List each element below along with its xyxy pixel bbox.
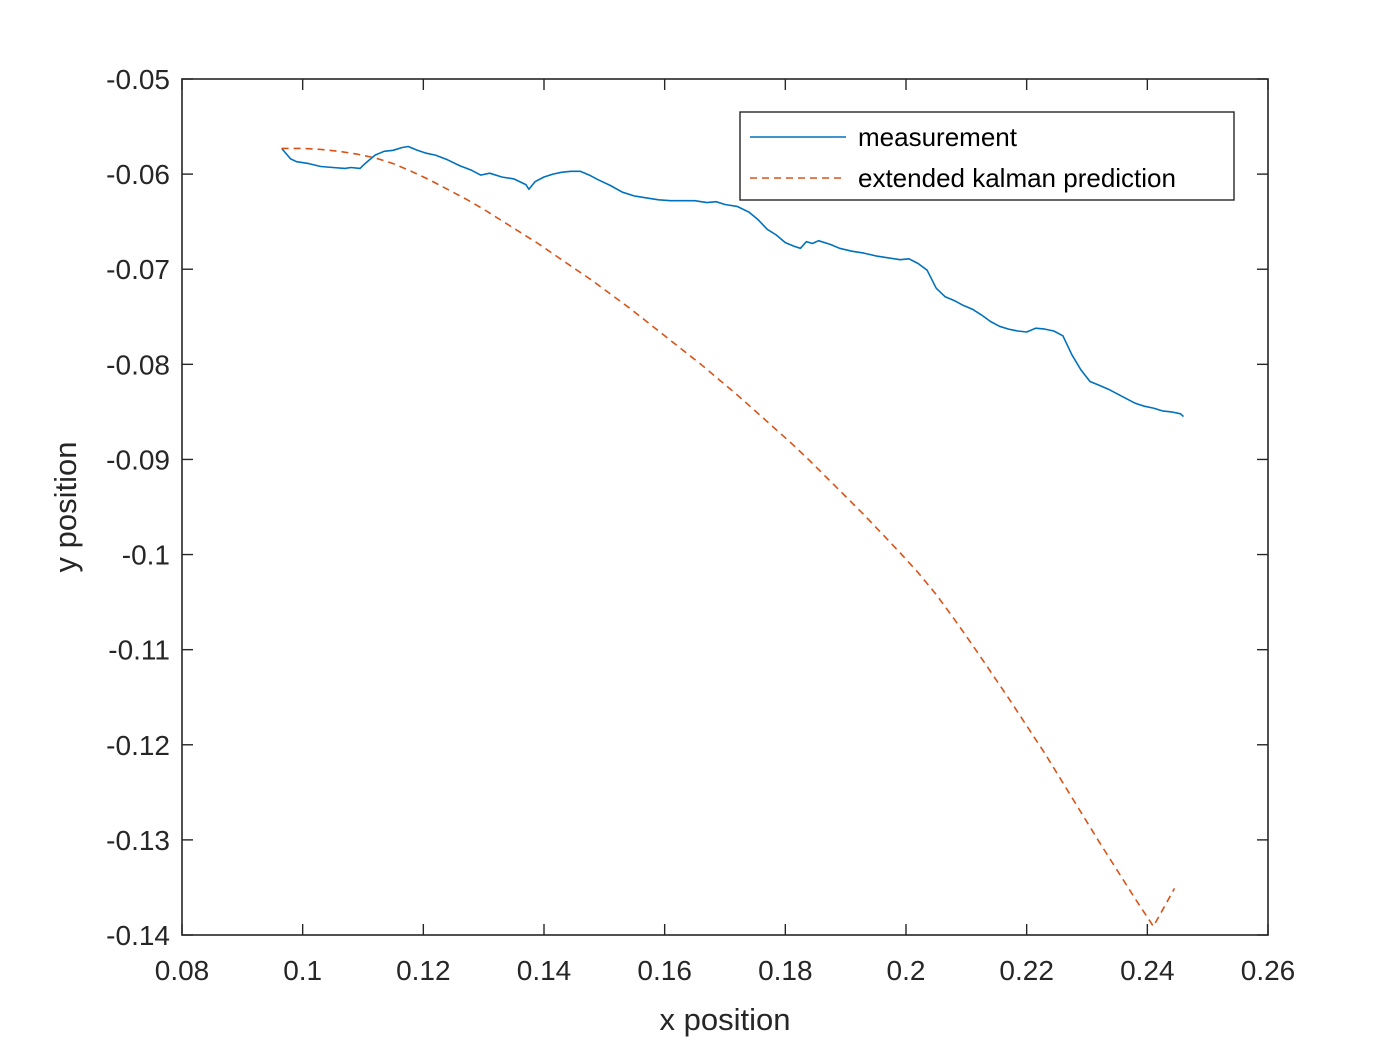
x-tick-label: 0.26 bbox=[1241, 955, 1296, 986]
series-line-measurement bbox=[280, 145, 1185, 418]
series-line-extended-kalman-prediction bbox=[281, 147, 1176, 928]
y-tick-label: -0.1 bbox=[122, 540, 170, 571]
x-tick-label: 0.18 bbox=[758, 955, 813, 986]
y-tick-label: -0.14 bbox=[106, 920, 170, 951]
plot-area bbox=[182, 79, 1268, 935]
y-tick-label: -0.12 bbox=[106, 730, 170, 761]
y-tick-label: -0.13 bbox=[106, 825, 170, 856]
x-tick-label: 0.2 bbox=[887, 955, 926, 986]
x-tick-label: 0.08 bbox=[155, 955, 210, 986]
x-tick-label: 0.16 bbox=[637, 955, 692, 986]
x-tick-label: 0.1 bbox=[283, 955, 322, 986]
x-tick-label: 0.22 bbox=[999, 955, 1054, 986]
y-tick-label: -0.06 bbox=[106, 159, 170, 190]
x-tick-label: 0.24 bbox=[1120, 955, 1175, 986]
y-axis-title: y position bbox=[48, 442, 83, 573]
x-axis-title: x position bbox=[660, 1002, 791, 1037]
series-layer bbox=[280, 145, 1185, 928]
y-tick-label: -0.08 bbox=[106, 349, 170, 380]
y-tick-label: -0.05 bbox=[106, 64, 170, 95]
x-tick-label: 0.12 bbox=[396, 955, 451, 986]
plot-frame bbox=[181, 78, 1269, 936]
ticks-layer: 0.08 0.1 0.12 0.14 0.16 0.18 0.2 0.22 0.24 0.26 -0… bbox=[106, 64, 1295, 986]
legend: measurement extended kalman prediction bbox=[739, 111, 1235, 201]
legend-box bbox=[739, 111, 1235, 201]
y-tick-label: -0.09 bbox=[106, 444, 170, 475]
legend-label-measurement: measurement bbox=[858, 122, 1018, 152]
y-tick-label: -0.07 bbox=[106, 254, 170, 285]
x-tick-label: 0.14 bbox=[517, 955, 572, 986]
y-tick-label: -0.11 bbox=[108, 635, 170, 666]
legend-label-extended-kalman-prediction: extended kalman prediction bbox=[858, 163, 1176, 193]
